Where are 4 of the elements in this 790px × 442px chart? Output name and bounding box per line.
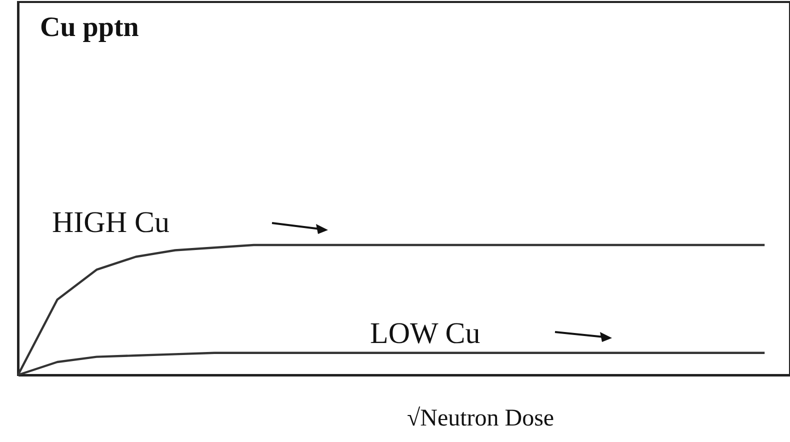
annotation: LOW Cu — [370, 317, 480, 350]
text: Cu pptn — [40, 12, 140, 43]
x-axis-title: √Neutron Dose — [406, 406, 554, 432]
text: HIGH Cu — [52, 206, 170, 239]
